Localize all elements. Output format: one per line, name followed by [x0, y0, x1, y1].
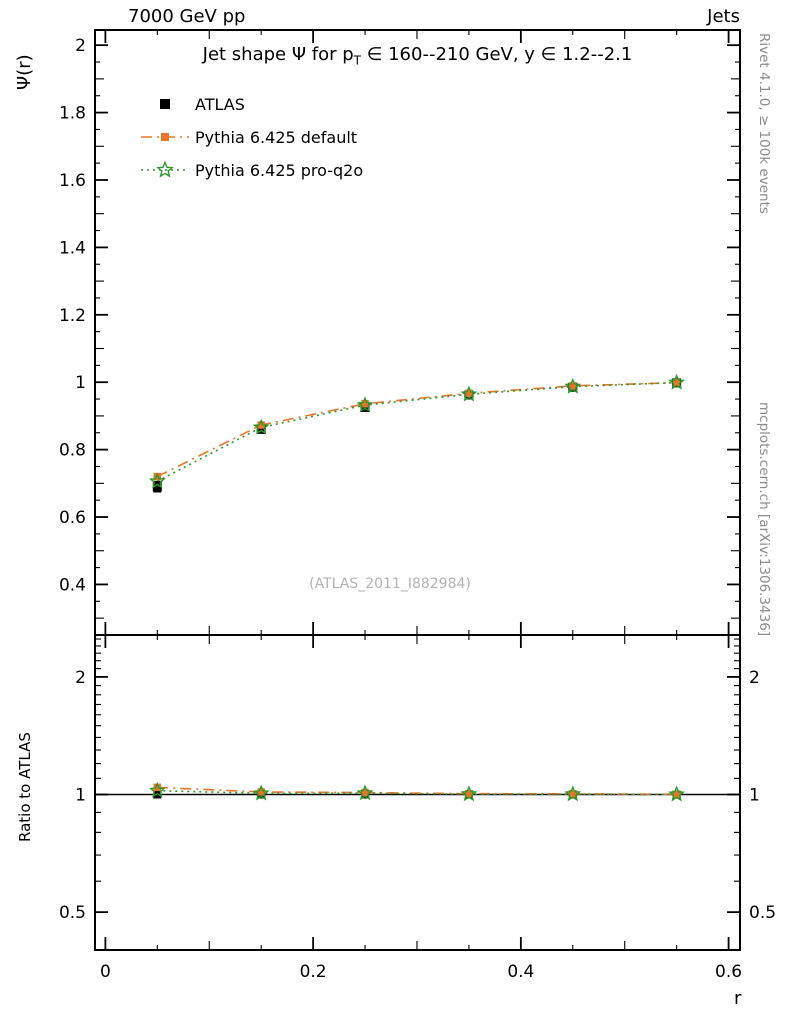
plot-title-subscript: T	[353, 53, 361, 68]
ratio-pythia-default-marker	[672, 790, 681, 799]
pythia-proq2o-marker	[564, 377, 582, 394]
pythia-default-marker	[672, 378, 681, 387]
x-tick-label: 0.4	[507, 962, 534, 982]
legend-marker-pythia-default	[161, 133, 169, 141]
series-line	[156, 381, 677, 478]
ratio-pythia-proq2o-marker	[564, 785, 582, 802]
mcplots-citation-note: mcplots.cern.ch [arXiv:1306.3436]	[756, 402, 772, 637]
main-y-tick-label: 1.2	[59, 306, 86, 326]
pythia-default-marker	[153, 472, 162, 481]
ratio-pythia-default-marker	[153, 783, 162, 792]
pythia-default-marker	[257, 421, 265, 429]
plot-title-post: ∈ 160--210 GeV, y ∈ 1.2--2.1	[360, 44, 633, 65]
x-axis-title: r	[734, 988, 742, 1009]
ratio-pythia-default-marker	[569, 790, 577, 798]
legend-marker-pythia-proq2o	[156, 160, 174, 178]
legend-label-atlas: ATLAS	[195, 95, 245, 114]
pythia-proq2o-marker	[668, 373, 686, 390]
legend-label-pythia-proq2o: Pythia 6.425 pro-q2o	[195, 161, 364, 180]
atlas-data-marker	[256, 424, 266, 434]
main-y-tick-label: 0.6	[59, 508, 86, 528]
plot-title: Jet shape Ψ for pT ∈ 160--210 GeV, y ∈ 1…	[95, 44, 740, 68]
ratio-pythia-default-marker	[361, 788, 369, 797]
main-frame	[94, 29, 741, 636]
x-tick-label: 0	[100, 962, 111, 982]
atlas-data-marker	[152, 482, 162, 492]
main-y-tick-label: 1.4	[59, 238, 86, 258]
beam-energy-label: 7000 GeV pp	[128, 6, 246, 27]
x-tick-label: 0.2	[300, 962, 327, 982]
ratio-y-tick-label-left: 0.5	[59, 903, 86, 923]
ratio-y-tick-label-right: 0.5	[749, 903, 776, 923]
ratio-y-axis-title: Ratio to ATLAS	[16, 732, 34, 842]
pythia-proq2o-marker	[252, 418, 270, 435]
ratio-pythia-proq2o-marker	[668, 785, 686, 802]
plot-title-pre: Jet shape Ψ for p	[202, 44, 354, 65]
main-y-tick-label: 0.8	[59, 441, 86, 461]
ratio-series-line	[157, 789, 677, 796]
main-y-tick-label: 0.4	[59, 575, 86, 595]
ratio-y-tick-label-right: 2	[749, 668, 760, 688]
ratio-pythia-default-marker	[465, 789, 473, 798]
pythia-proq2o-marker	[460, 385, 478, 402]
ratio-y-tick-label-left: 1	[75, 786, 86, 806]
main-y-tick-label: 1	[75, 373, 86, 393]
ratio-pythia-proq2o-marker	[252, 784, 270, 801]
main-y-tick-label: 2	[75, 36, 86, 56]
ratio-pythia-proq2o-marker	[460, 785, 478, 802]
pythia-default-marker	[361, 400, 369, 408]
legend-label-pythia-default: Pythia 6.425 default	[195, 128, 358, 147]
pythia-proq2o-marker	[148, 472, 166, 489]
main-y-axis-title: Ψ(r)	[14, 54, 35, 90]
ratio-pythia-default-marker	[257, 788, 265, 796]
pythia-default-marker	[465, 389, 473, 398]
ratio-pythia-proq2o-marker	[148, 781, 166, 798]
x-tick-label: 0.6	[715, 962, 742, 982]
pythia-default-marker	[569, 382, 577, 390]
ratio-pythia-proq2o-marker	[356, 784, 374, 801]
ratio-y-tick-label-left: 2	[75, 668, 86, 688]
rivet-version-note: Rivet 4.1.0, ≥ 100k events	[756, 33, 772, 214]
series-line	[156, 381, 677, 483]
legend-marker-atlas	[160, 99, 170, 109]
watermark-label: (ATLAS_2011_I882984)	[309, 576, 471, 592]
ratio-y-tick-label-right: 1	[749, 786, 760, 806]
main-y-tick-label: 1.8	[59, 104, 86, 124]
pythia-proq2o-marker	[356, 396, 374, 413]
analysis-type-label: Jets	[707, 6, 740, 27]
main-y-tick-label: 1.6	[59, 171, 86, 191]
